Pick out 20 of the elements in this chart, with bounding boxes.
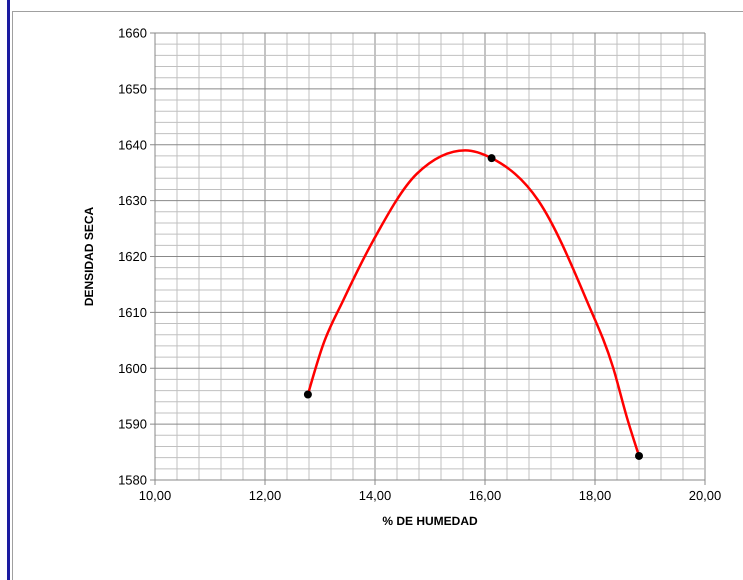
x-tick-label: 16,00 <box>468 488 502 503</box>
y-axis-title: DENSIDAD SECA <box>82 206 96 306</box>
point <box>635 452 643 460</box>
point <box>304 390 312 399</box>
y-tick-label: 1610 <box>118 304 147 320</box>
x-tick-label: 14,00 <box>358 488 392 503</box>
y-tick-label: 1640 <box>118 137 147 152</box>
y-tick-label: 1590 <box>118 416 147 432</box>
y-tick-label: 1580 <box>118 472 147 488</box>
x-tick-label: 18,00 <box>578 488 612 503</box>
y-tick-label: 1630 <box>118 193 147 208</box>
point <box>488 154 496 162</box>
x-tick-label: 10,00 <box>138 488 172 503</box>
y-tick-label: 1660 <box>118 26 147 41</box>
x-tick-label: 20,00 <box>688 488 722 503</box>
x-tick-label: 12,00 <box>248 488 282 503</box>
y-tick-label: 1600 <box>118 360 147 376</box>
x-axis-title: % DE HUMEDAD <box>382 514 478 528</box>
y-tick-label: 1650 <box>118 81 147 96</box>
y-tick-label: 1620 <box>118 249 147 264</box>
